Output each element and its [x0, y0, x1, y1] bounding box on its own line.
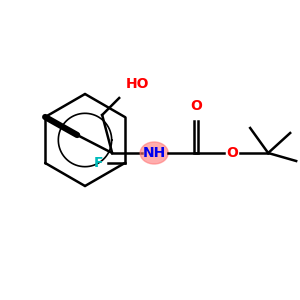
- Text: O: O: [190, 99, 202, 113]
- Text: F: F: [93, 156, 103, 170]
- Text: HO: HO: [126, 77, 150, 91]
- Ellipse shape: [140, 142, 168, 164]
- Text: NH: NH: [142, 146, 166, 160]
- Text: O: O: [226, 146, 238, 160]
